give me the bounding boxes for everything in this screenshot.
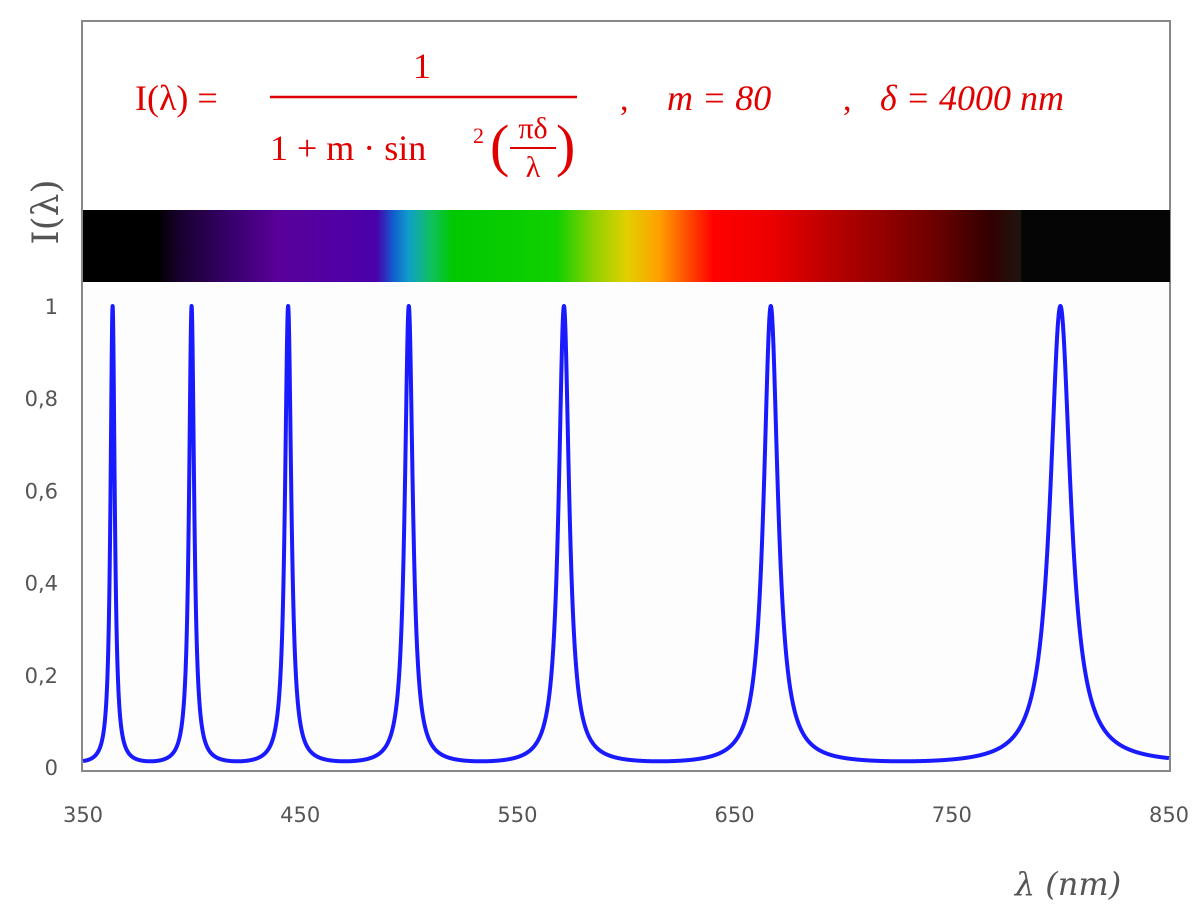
y-axis-label: I(λ): [26, 179, 67, 244]
y-tick-label: 0,4: [25, 572, 58, 596]
formula: I(λ) = 1 1 + m · sin 2 ( πδ λ ) , m = 80…: [135, 46, 1064, 184]
formula-numerator: 1: [413, 46, 431, 86]
formula-param-m: m = 80: [667, 78, 771, 118]
y-tick-label: 0,2: [25, 664, 58, 688]
y-tick-label: 1: [45, 295, 58, 319]
x-tick-label: 750: [932, 803, 972, 827]
plot-area: [83, 283, 1169, 770]
y-tick-label: 0,6: [25, 479, 58, 503]
y-tick-label: 0,8: [25, 387, 58, 411]
x-tick-label: 850: [1149, 803, 1189, 827]
series-line: [81, 304, 1171, 764]
formula-inner-numerator: πδ: [518, 112, 547, 145]
x-axis-label: λ (nm): [1013, 865, 1121, 903]
spectrum-band: [83, 210, 1170, 282]
x-tick-label: 450: [280, 803, 320, 827]
formula-inner-denominator: λ: [526, 151, 541, 184]
x-tick-label: 550: [497, 803, 537, 827]
x-tick-label: 650: [715, 803, 755, 827]
formula-separator-1: ,: [620, 81, 629, 118]
formula-paren-left: (: [490, 113, 509, 178]
y-tick-labels: 0 0,2 0,4 0,6 0,8 1: [25, 295, 58, 780]
formula-separator-2: ,: [843, 81, 852, 118]
formula-param-delta: δ = 4000 nm: [880, 78, 1064, 118]
formula-paren-right: ): [556, 113, 575, 178]
y-tick-label: 0: [45, 756, 58, 780]
x-tick-labels: 350 450 550 650 750 850: [63, 803, 1189, 827]
formula-denominator-prefix: 1 + m · sin: [270, 128, 426, 168]
x-tick-label: 350: [63, 803, 103, 827]
formula-power: 2: [473, 123, 484, 148]
formula-lhs: I(λ) =: [135, 78, 218, 118]
